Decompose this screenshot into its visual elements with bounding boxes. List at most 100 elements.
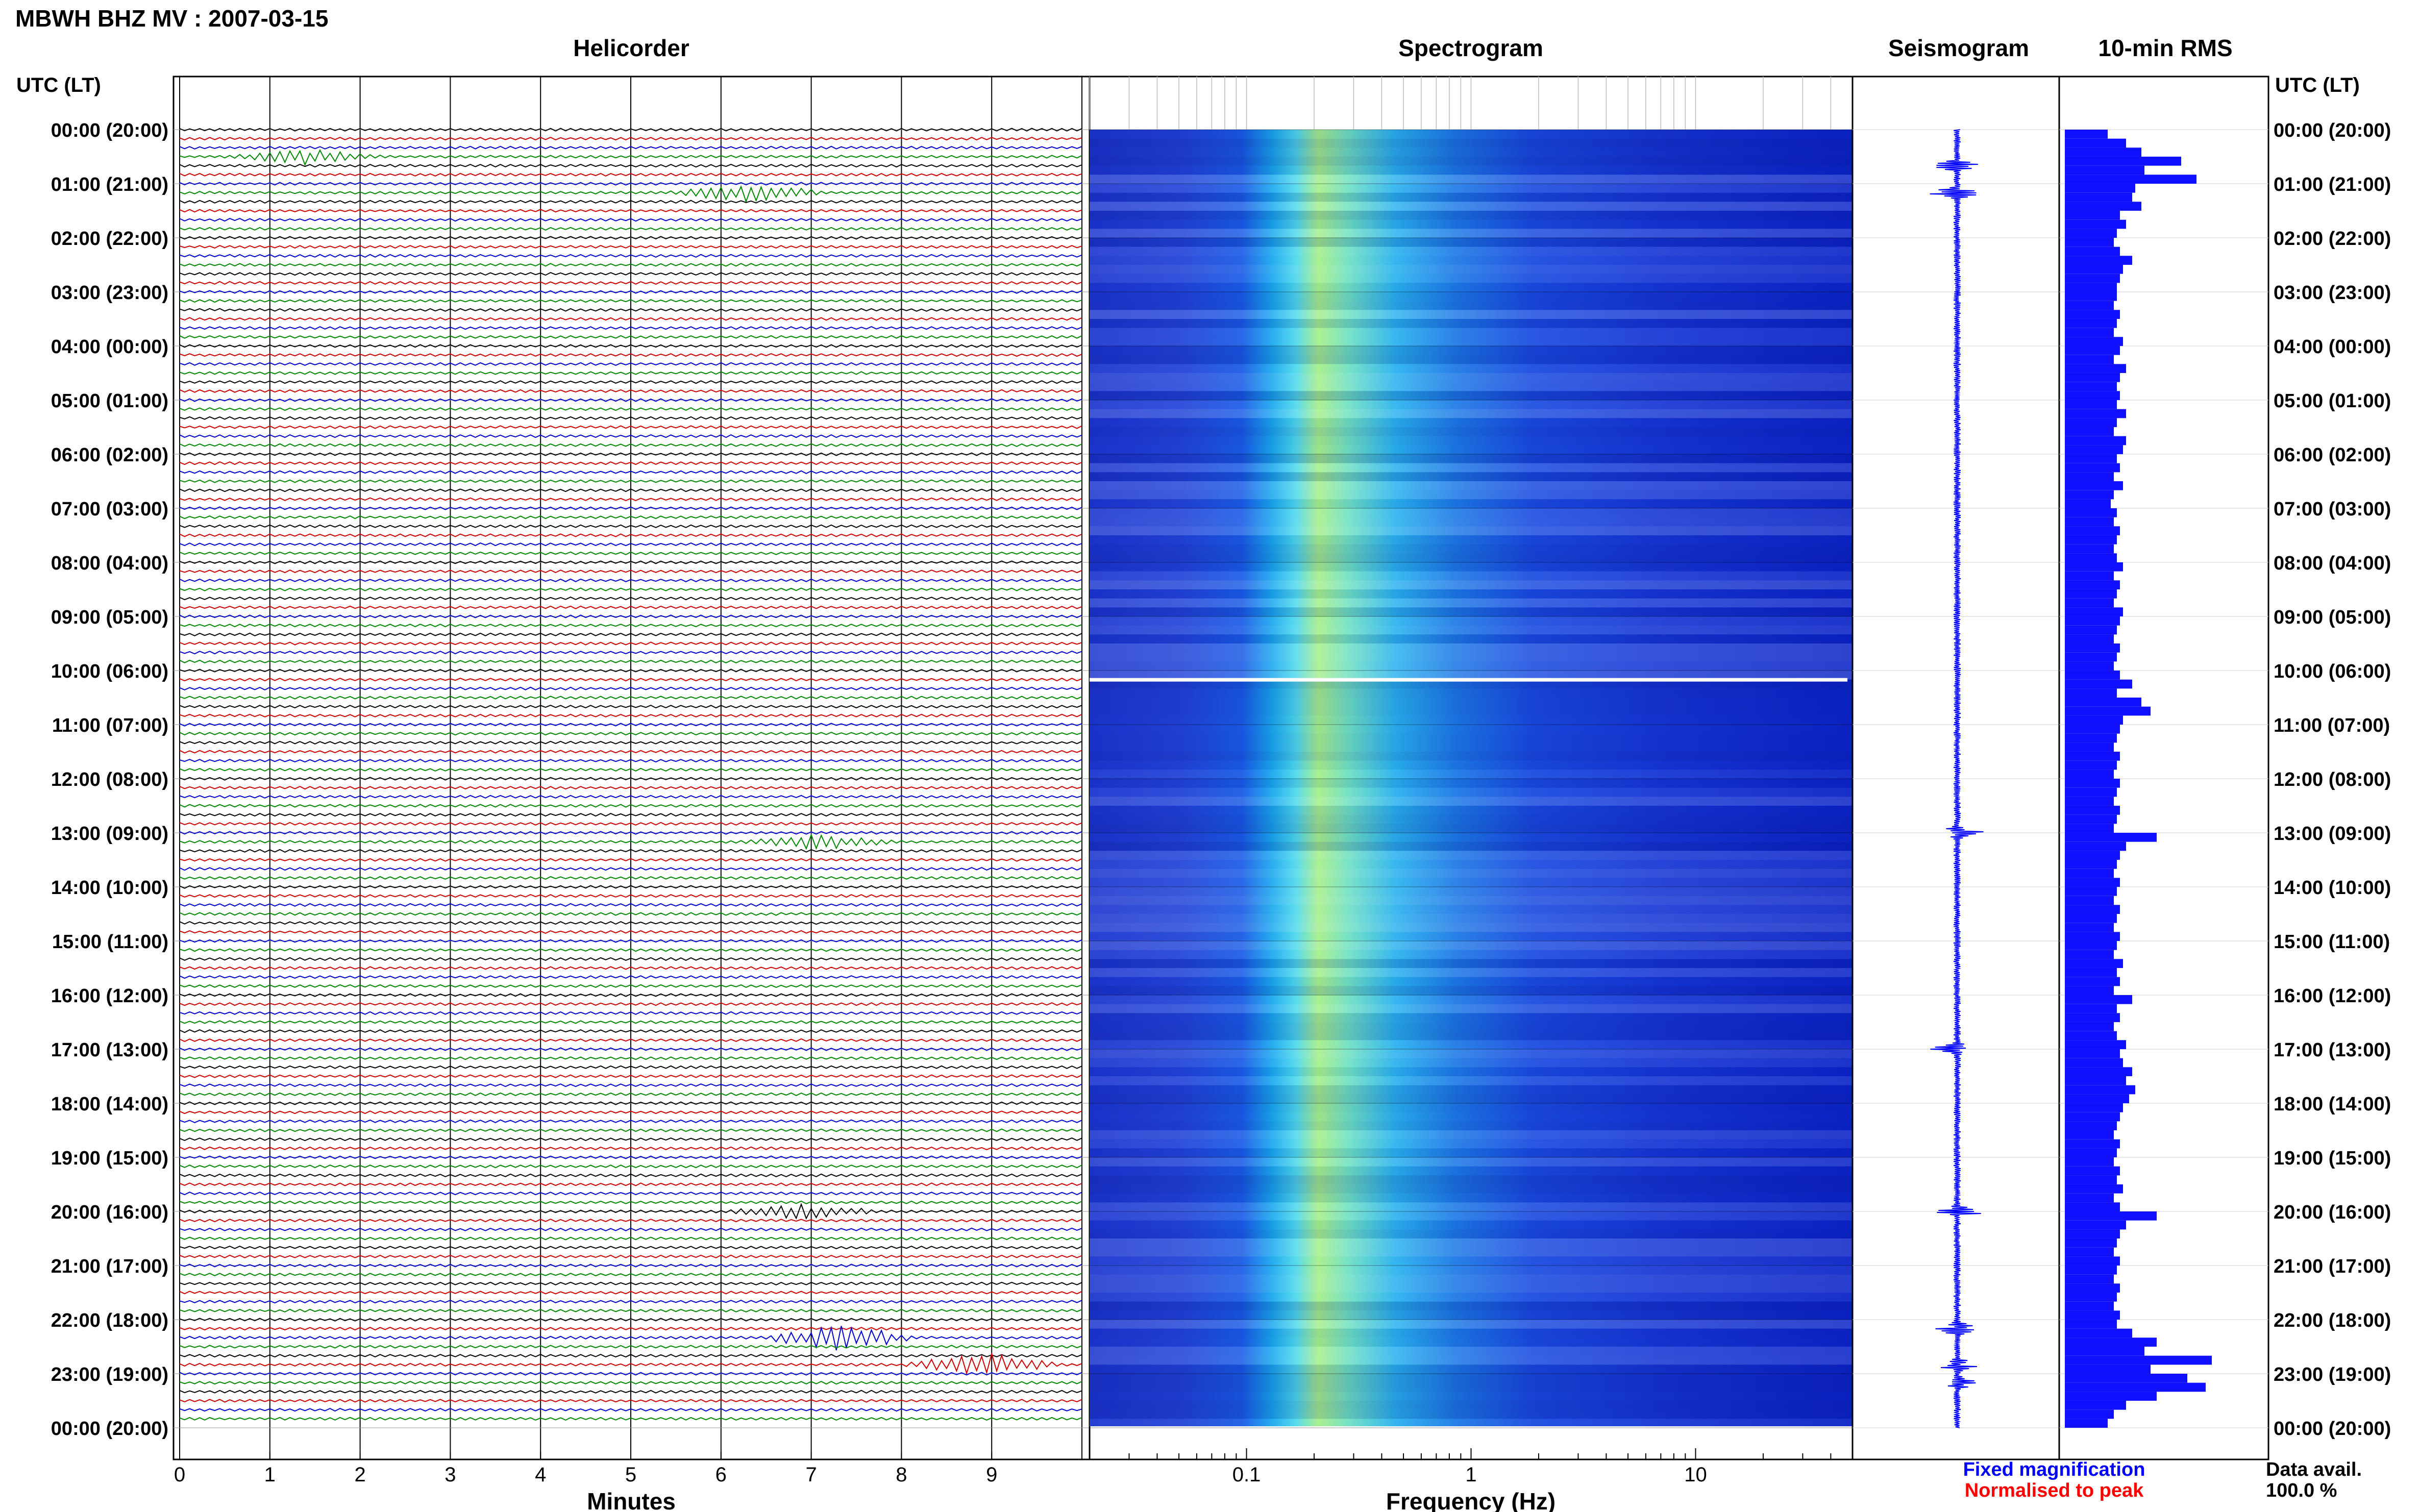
rms-bar [2065,364,2126,373]
spectrogram-row [1090,1031,1853,1040]
spectrogram-row [1090,833,1853,842]
helicorder-trace [179,1254,1082,1259]
spectrogram-row [1090,571,1853,581]
spectrogram-row [1090,1382,1853,1392]
helicorder-trace [179,596,1082,601]
spectrogram-row [1090,517,1853,527]
page-title: MBWH BHZ MV : 2007-03-15 [15,5,328,32]
spectrogram-row [1090,175,1853,184]
helicorder-trace [179,866,1082,871]
helicorder-trace [179,371,1082,375]
spectrogram-row [1090,616,1853,626]
rms-bar [2065,274,2120,283]
helicorder-trace [179,148,1082,166]
time-label-left: 21:00 (17:00) [51,1256,168,1277]
time-label-right: 00:00 (20:00) [2274,120,2391,141]
legend-fixed: Fixed magnification [1963,1459,2145,1480]
helicorder-trace [179,993,1082,997]
helicorder-trace [179,1345,1082,1349]
spectrogram-row [1090,1148,1853,1157]
spectrogram-row [1090,418,1853,427]
spectrogram-row [1090,526,1853,535]
time-label-left: 02:00 (22:00) [51,228,168,250]
rms-bar [2065,211,2120,220]
rms-bar [2065,1112,2120,1122]
helicorder-x-tick-label: 5 [625,1464,636,1486]
spectrogram-row [1090,752,1853,761]
helicorder-trace [179,506,1082,510]
rms-bar [2065,1211,2157,1221]
spectrogram-row [1090,508,1853,517]
spectrogram-row [1090,400,1853,409]
spectrogram-row [1090,1229,1853,1238]
spectrogram-row [1090,607,1853,616]
rms-bar [2065,968,2117,977]
rms-bar [2065,454,2117,463]
spectrogram-image [1090,130,1853,1426]
helicorder-trace [179,1245,1082,1250]
spectrogram-row [1090,138,1853,148]
rms-bar [2065,634,2114,643]
time-label-right: 03:00 (23:00) [2274,282,2391,304]
spectrogram-row [1090,598,1853,608]
spectrogram-row [1090,715,1853,725]
helicorder-trace [179,1353,1082,1358]
helicorder-trace [179,767,1082,772]
helicorder-trace [179,623,1082,628]
rms-bar [2065,1365,2151,1374]
rms-bar [2065,905,2120,914]
helicorder-trace [179,560,1082,564]
helicorder-trace [179,1399,1082,1403]
helicorder-trace [179,1164,1082,1169]
time-label-right: 15:00 (11:00) [2274,931,2390,953]
spectrogram-row [1090,535,1853,544]
rms-bar [2065,1031,2117,1040]
rms-bar [2065,941,2117,950]
helicorder-trace [179,1318,1082,1322]
time-label-left: 23:00 (19:00) [51,1364,168,1385]
rms-bar [2065,797,2114,806]
spectrogram-row [1090,1211,1853,1221]
rms-bar [2065,192,2132,202]
rms-bar [2065,598,2114,608]
rms-bar [2065,1293,2117,1302]
helicorder-trace [179,731,1082,736]
helicorder-x-tick-label: 1 [264,1464,276,1486]
helicorder-trace [179,1002,1082,1006]
rms-bar [2065,553,2117,562]
helicorder-trace [179,344,1082,348]
helicorder-trace [179,740,1082,745]
time-label-right: 21:00 (17:00) [2274,1256,2391,1277]
helicorder-trace [179,1083,1082,1087]
rms-bar [2065,688,2117,698]
spectrogram-row [1090,1004,1853,1013]
helicorder-trace [179,668,1082,673]
spectrogram-row [1090,192,1853,202]
helicorder-x-tick-label: 3 [445,1464,456,1486]
helicorder-trace [179,1065,1082,1070]
helicorder-trace [179,587,1082,591]
helicorder-trace [179,1390,1082,1394]
rms-bar [2065,1355,2212,1365]
time-label-right: 01:00 (21:00) [2274,174,2391,195]
rms-bar [2065,229,2117,238]
helicorder-trace [179,244,1082,249]
spectrogram-row [1090,1085,1853,1095]
spectrogram-row [1090,634,1853,643]
helicorder-trace [179,948,1082,952]
helicorder-trace [179,831,1082,835]
rms-bar [2065,1419,2108,1428]
helicorder-trace [179,488,1082,492]
rms-bar [2065,787,2117,797]
helicorder-trace [179,470,1082,475]
left-axis-header: UTC (LT) [16,74,101,96]
helicorder-trace [179,362,1082,366]
time-label-right: 23:00 (19:00) [2274,1364,2391,1385]
helicorder-trace [179,713,1082,718]
helicorder-trace [179,1092,1082,1097]
helicorder-trace [179,930,1082,934]
rms-bar [2065,427,2114,436]
rms-bar [2065,328,2114,337]
spectrogram-row [1090,355,1853,364]
